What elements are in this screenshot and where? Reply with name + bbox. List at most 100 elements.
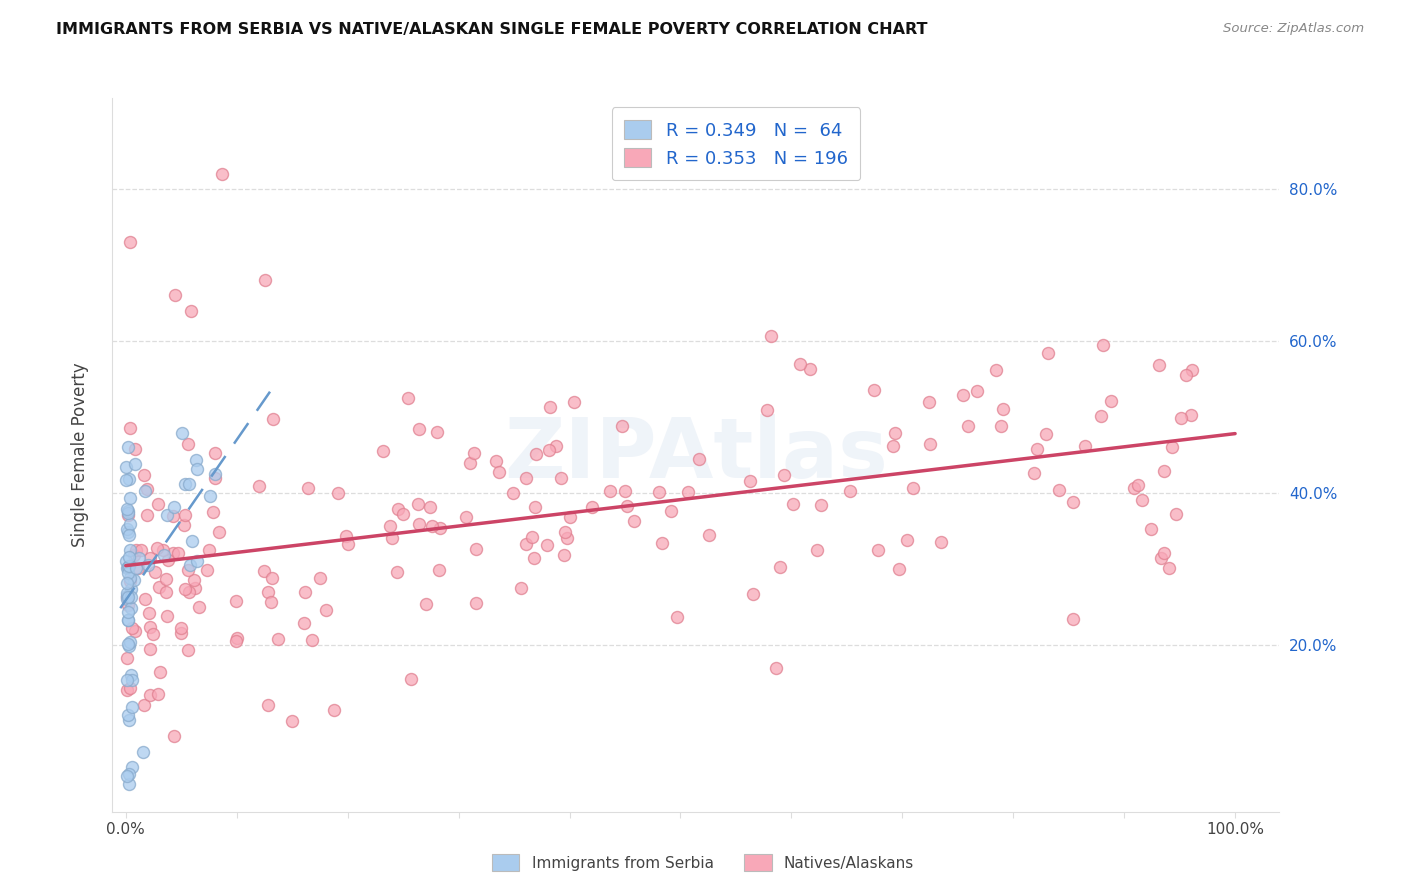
Point xyxy=(326,486,349,500)
Point xyxy=(523,550,546,565)
Point xyxy=(145,541,167,556)
Point xyxy=(134,592,156,607)
Point xyxy=(121,590,143,604)
Point xyxy=(789,357,811,371)
Point xyxy=(170,626,193,640)
Point xyxy=(118,639,141,653)
Point xyxy=(115,473,138,487)
Point xyxy=(181,534,204,549)
Point xyxy=(162,508,184,523)
Point xyxy=(200,489,222,503)
Point xyxy=(204,467,226,482)
Point xyxy=(509,581,531,595)
Point xyxy=(152,543,174,558)
Point xyxy=(882,439,904,453)
Point xyxy=(139,620,162,634)
Point xyxy=(117,576,139,591)
Point xyxy=(918,436,941,450)
Point xyxy=(1035,427,1057,442)
Point xyxy=(176,563,198,577)
Legend: Immigrants from Serbia, Natives/Alaskans: Immigrants from Serbia, Natives/Alaskans xyxy=(485,848,921,877)
Point xyxy=(1170,410,1192,425)
Point xyxy=(408,517,430,532)
Point xyxy=(1092,337,1115,351)
Point xyxy=(553,548,575,562)
Point xyxy=(292,616,315,631)
Text: ZIPAtlas: ZIPAtlas xyxy=(503,415,889,495)
Point xyxy=(132,746,155,760)
Point xyxy=(1123,481,1146,495)
Point xyxy=(121,621,143,635)
Point xyxy=(991,402,1014,417)
Point xyxy=(756,402,779,417)
Point xyxy=(1153,546,1175,560)
Text: Source: ZipAtlas.com: Source: ZipAtlas.com xyxy=(1223,22,1364,36)
Point xyxy=(257,698,280,712)
Point xyxy=(990,419,1012,434)
Point xyxy=(118,528,141,542)
Text: IMMIGRANTS FROM SERBIA VS NATIVE/ALASKAN SINGLE FEMALE POVERTY CORRELATION CHART: IMMIGRANTS FROM SERBIA VS NATIVE/ALASKAN… xyxy=(56,22,928,37)
Point xyxy=(176,643,198,657)
Point xyxy=(257,584,280,599)
Point xyxy=(125,561,148,575)
Point xyxy=(648,485,671,500)
Point xyxy=(155,572,177,586)
Point xyxy=(550,470,572,484)
Point xyxy=(135,482,157,496)
Point xyxy=(120,582,142,596)
Point xyxy=(117,613,139,627)
Point xyxy=(612,418,634,433)
Point xyxy=(1150,551,1173,566)
Point xyxy=(124,549,146,563)
Point xyxy=(581,500,603,515)
Point xyxy=(173,517,195,532)
Point xyxy=(202,505,225,519)
Point xyxy=(799,361,821,376)
Point xyxy=(1175,368,1198,382)
Point xyxy=(118,472,141,486)
Point xyxy=(458,456,481,470)
Point xyxy=(120,571,142,585)
Point xyxy=(1126,478,1149,492)
Point xyxy=(180,303,202,318)
Point xyxy=(128,551,150,566)
Point xyxy=(134,698,156,713)
Legend: R = 0.349   N =  64, R = 0.353   N = 196: R = 0.349 N = 64, R = 0.353 N = 196 xyxy=(612,107,860,180)
Point xyxy=(918,395,941,409)
Point xyxy=(117,605,139,619)
Point xyxy=(599,484,621,499)
Point xyxy=(187,599,209,614)
Point xyxy=(337,537,360,551)
Point xyxy=(226,631,249,645)
Point xyxy=(1160,440,1182,454)
Point xyxy=(115,592,138,607)
Point xyxy=(115,459,138,474)
Point xyxy=(153,548,176,562)
Point xyxy=(323,703,346,717)
Point xyxy=(115,501,138,516)
Point xyxy=(425,425,447,439)
Point xyxy=(118,681,141,695)
Point xyxy=(149,665,172,679)
Point xyxy=(419,500,441,514)
Point xyxy=(896,533,918,548)
Point xyxy=(118,491,141,505)
Point xyxy=(127,561,149,575)
Point xyxy=(186,453,208,467)
Point xyxy=(115,682,138,697)
Point xyxy=(502,486,524,500)
Point xyxy=(1132,492,1154,507)
Point xyxy=(120,668,142,682)
Point xyxy=(769,559,792,574)
Point xyxy=(537,442,560,457)
Point xyxy=(247,478,270,492)
Point xyxy=(138,551,160,566)
Point xyxy=(984,363,1007,377)
Point xyxy=(156,609,179,624)
Point xyxy=(142,627,165,641)
Point xyxy=(562,395,585,409)
Point xyxy=(387,502,409,516)
Point xyxy=(120,574,142,588)
Point xyxy=(163,729,186,743)
Point xyxy=(1025,442,1047,457)
